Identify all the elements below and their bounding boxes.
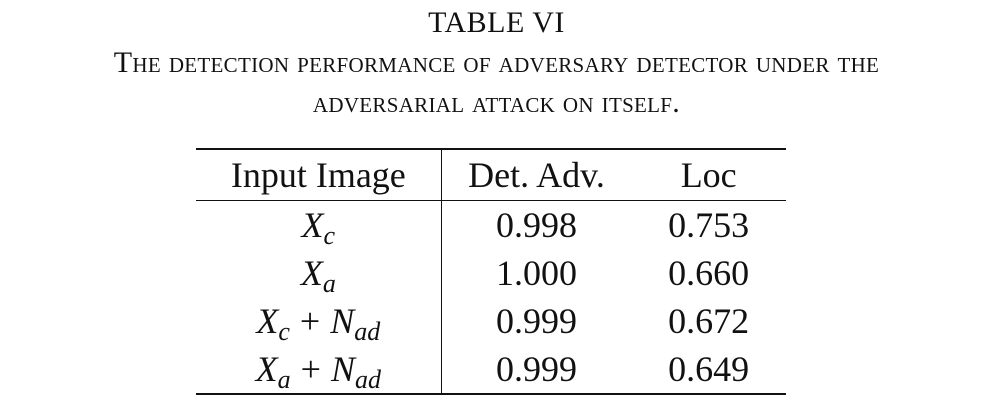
table-title-line-2: adversarial attack on itself. (312, 86, 681, 119)
math-plus: + (300, 349, 321, 389)
math-expression: Xa + Nad (255, 349, 381, 393)
math-subscript: c (323, 221, 336, 250)
cell-det-adv: 0.999 (441, 345, 632, 395)
math-noise-subscript: ad (354, 365, 381, 394)
cell-input-image: Xa + Nad (196, 345, 442, 395)
math-subscript: a (277, 365, 291, 394)
header-loc: Loc (631, 148, 786, 201)
math-expression: Xc (301, 205, 336, 249)
cell-det-adv: 0.998 (496, 205, 577, 245)
table-row: Xc 0.998 0.753 (196, 200, 786, 249)
cell-input-image: Xc (196, 200, 442, 249)
math-subscript: c (278, 317, 290, 346)
math-expression: Xc + Nad (256, 301, 380, 345)
math-base: X (256, 301, 279, 341)
table-row: Xa 1.000 0.660 (196, 249, 786, 297)
math-noise-base: N (330, 301, 355, 341)
table-number: TABLE VI (428, 6, 565, 39)
table-header-row: Input Image Det. Adv. Loc (196, 148, 786, 201)
math-base: X (300, 253, 323, 293)
table-row: Xc + Nad 0.999 0.672 (196, 297, 786, 345)
math-base: X (301, 205, 324, 245)
table-row: Xa + Nad 0.999 0.649 (196, 345, 786, 395)
cell-loc: 0.649 (631, 345, 786, 395)
math-expression: Xa (300, 253, 336, 297)
results-table: Input Image Det. Adv. Loc Xc 0.998 0.753… (196, 148, 786, 395)
math-subscript: a (322, 269, 336, 298)
math-noise-base: N (330, 349, 355, 389)
math-noise-subscript: ad (354, 317, 381, 346)
cell-loc: 0.672 (668, 301, 750, 341)
cell-det-adv: 1.000 (496, 253, 577, 293)
cell-det-adv: 0.999 (496, 301, 577, 341)
results-table-container: Input Image Det. Adv. Loc Xc 0.998 0.753… (196, 148, 786, 395)
cell-input-image: Xc + Nad (196, 297, 442, 345)
cell-loc: 0.660 (668, 253, 750, 293)
header-det-adv: Det. Adv. (441, 148, 632, 201)
math-plus: + (299, 301, 321, 341)
math-base: X (255, 349, 278, 389)
header-input-image: Input Image (196, 148, 442, 201)
cell-input-image: Xa (196, 249, 442, 297)
table-title-line-1: The detection performance of adversary d… (113, 46, 880, 79)
cell-loc: 0.753 (668, 205, 750, 245)
